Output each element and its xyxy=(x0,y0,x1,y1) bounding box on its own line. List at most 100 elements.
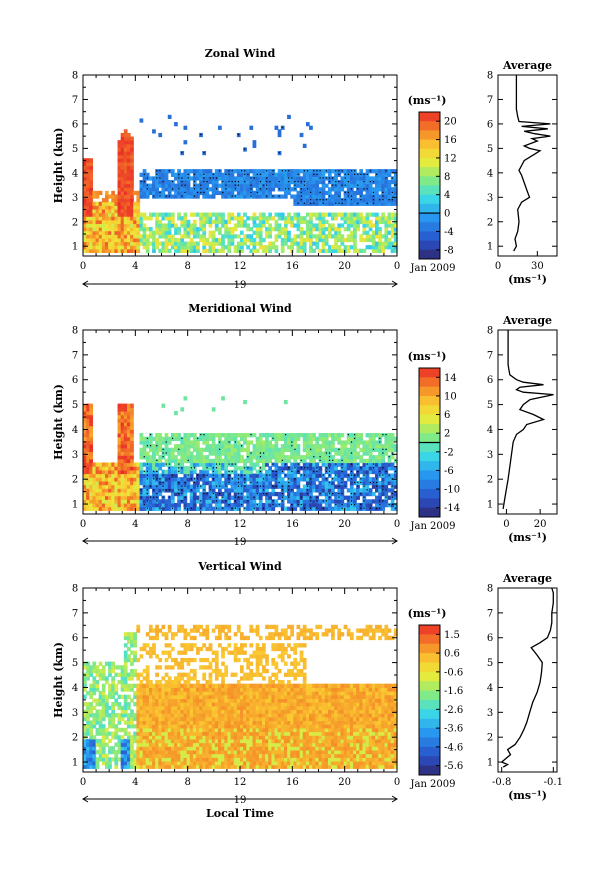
contour-mark xyxy=(244,170,245,171)
contour-mark xyxy=(279,482,280,483)
contour-mark xyxy=(341,460,342,461)
contour-mark xyxy=(288,188,289,189)
contour-mark xyxy=(141,181,142,182)
contour-mark xyxy=(298,174,299,175)
heatmap-cell xyxy=(155,238,159,242)
heatmap-cell xyxy=(287,191,291,195)
heatmap-cell xyxy=(89,180,93,184)
contour-mark xyxy=(228,181,229,182)
heatmap-cell xyxy=(309,126,313,130)
contour-mark xyxy=(392,192,393,193)
colorbar-swatch xyxy=(419,167,440,177)
heatmap-cell xyxy=(325,242,329,246)
colorbar-swatch xyxy=(419,405,440,415)
contour-mark xyxy=(241,504,242,505)
heatmap-cell xyxy=(366,216,370,220)
contour-mark xyxy=(269,475,270,476)
contour-mark xyxy=(338,195,339,196)
colorbar-swatch xyxy=(419,195,440,205)
heatmap-cell xyxy=(168,440,172,444)
heatmap-cell xyxy=(353,194,357,198)
heatmap-cell xyxy=(240,231,244,235)
contour-mark xyxy=(203,192,204,193)
heatmap-cell xyxy=(275,462,279,466)
heatmap-cell xyxy=(281,245,285,249)
profile-y-tick-label: 2 xyxy=(487,475,493,486)
colorbar-swatch xyxy=(419,443,440,453)
contour-mark xyxy=(263,452,264,453)
contour-mark xyxy=(235,181,236,182)
heatmap-cell xyxy=(262,238,266,242)
contour-mark xyxy=(219,493,220,494)
heatmap-cell xyxy=(152,455,156,459)
heatmap-cell xyxy=(89,169,93,173)
heatmap-cell xyxy=(303,245,307,249)
heatmap-cell xyxy=(249,234,253,238)
contour-mark xyxy=(159,195,160,196)
contour-mark xyxy=(294,449,295,450)
heatmap-cell xyxy=(253,220,257,224)
contour-mark xyxy=(238,486,239,487)
heatmap-cell xyxy=(143,231,147,235)
colorbar-swatch xyxy=(419,368,440,378)
heatmap-cell xyxy=(356,451,360,455)
x-tick-label: 12 xyxy=(234,519,247,530)
contour-mark xyxy=(291,471,292,472)
heatmap-cell xyxy=(140,680,144,684)
contour-mark xyxy=(163,497,164,498)
contour-mark xyxy=(178,449,179,450)
heatmap-cell xyxy=(133,640,137,644)
heatmap-cell xyxy=(322,216,326,220)
heatmap-cell xyxy=(309,231,313,235)
contour-mark xyxy=(338,181,339,182)
heatmap-cell xyxy=(86,676,90,680)
colorbar-units: (ms⁻¹) xyxy=(408,94,447,107)
contour-mark xyxy=(184,497,185,498)
contour-mark xyxy=(385,489,386,490)
heatmap-cell xyxy=(378,238,382,242)
heatmap-cell xyxy=(271,507,275,511)
heatmap-cell xyxy=(300,133,304,137)
contour-mark xyxy=(382,486,383,487)
contour-mark xyxy=(357,188,358,189)
heatmap-cells xyxy=(83,396,398,511)
contour-mark xyxy=(320,456,321,457)
contour-mark xyxy=(373,192,374,193)
contour-mark xyxy=(354,504,355,505)
heatmap-cell xyxy=(102,739,106,743)
heatmap-cell xyxy=(171,234,175,238)
contour-mark xyxy=(348,192,349,193)
contour-mark xyxy=(291,489,292,490)
contour-mark xyxy=(316,497,317,498)
heatmap-cell xyxy=(243,213,247,217)
heatmap-cell xyxy=(205,184,209,188)
colorbar-swatch xyxy=(419,241,440,251)
heatmap-cell xyxy=(259,499,263,503)
heatmap-cell xyxy=(369,184,373,188)
y-tick-label: 1 xyxy=(72,242,78,253)
contour-mark xyxy=(169,467,170,468)
heatmap-cell xyxy=(253,144,257,148)
heatmap-cell xyxy=(259,242,263,246)
heatmap-cell xyxy=(140,673,144,677)
y-tick-label: 2 xyxy=(72,217,78,228)
heatmap-cell xyxy=(284,194,288,198)
heatmap-cell xyxy=(127,695,131,699)
contour-mark xyxy=(313,203,314,204)
contour-mark xyxy=(354,434,355,435)
contour-mark xyxy=(310,497,311,498)
profile-y-tick-label: 6 xyxy=(487,375,493,386)
contour-mark xyxy=(304,467,305,468)
heatmap-cell xyxy=(362,249,366,253)
contour-mark xyxy=(323,177,324,178)
heatmap-cell xyxy=(322,194,326,198)
contour-mark xyxy=(163,449,164,450)
heatmap-cell xyxy=(356,496,360,500)
y-tick-label: 7 xyxy=(72,95,78,106)
contour-mark xyxy=(329,471,330,472)
colorbar-tick-label: 16 xyxy=(444,135,457,146)
contour-mark xyxy=(282,486,283,487)
contour-mark xyxy=(184,185,185,186)
